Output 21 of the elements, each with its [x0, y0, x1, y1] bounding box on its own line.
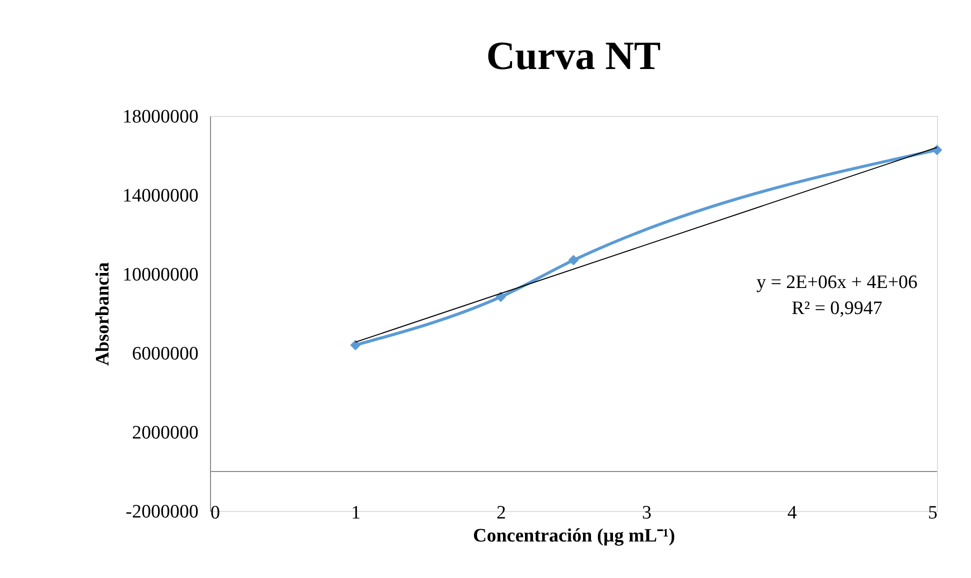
x-tick-label: 0: [210, 502, 220, 524]
point: [568, 254, 579, 266]
y-axis-title: Absorbancia: [92, 262, 114, 366]
x-tick-label: 4: [787, 502, 798, 524]
point: [350, 340, 361, 350]
chart-title: Curva NT: [486, 33, 662, 78]
annotation: R² = 0,9947: [792, 298, 882, 319]
x-tick-label: 2: [496, 502, 506, 524]
y-tick-label: 6000000: [132, 344, 198, 364]
y-tick-label: 10000000: [122, 264, 198, 286]
point: [932, 144, 942, 156]
y-tick-label: 18000000: [122, 106, 198, 128]
x-tick-label: 3: [642, 502, 652, 524]
point: [496, 292, 506, 302]
annotation: y = 2E+06x + 4E+06: [756, 272, 918, 293]
y-tick-label: 14000000: [122, 186, 198, 206]
y-tick-label: 2000000: [132, 422, 198, 444]
x-tick-label: 5: [928, 502, 938, 524]
x-axis-title: Concentración (µg mL⁻¹): [472, 526, 676, 546]
y-tick-label: -2000000: [126, 502, 198, 522]
x-tick-label: 1: [351, 502, 361, 524]
